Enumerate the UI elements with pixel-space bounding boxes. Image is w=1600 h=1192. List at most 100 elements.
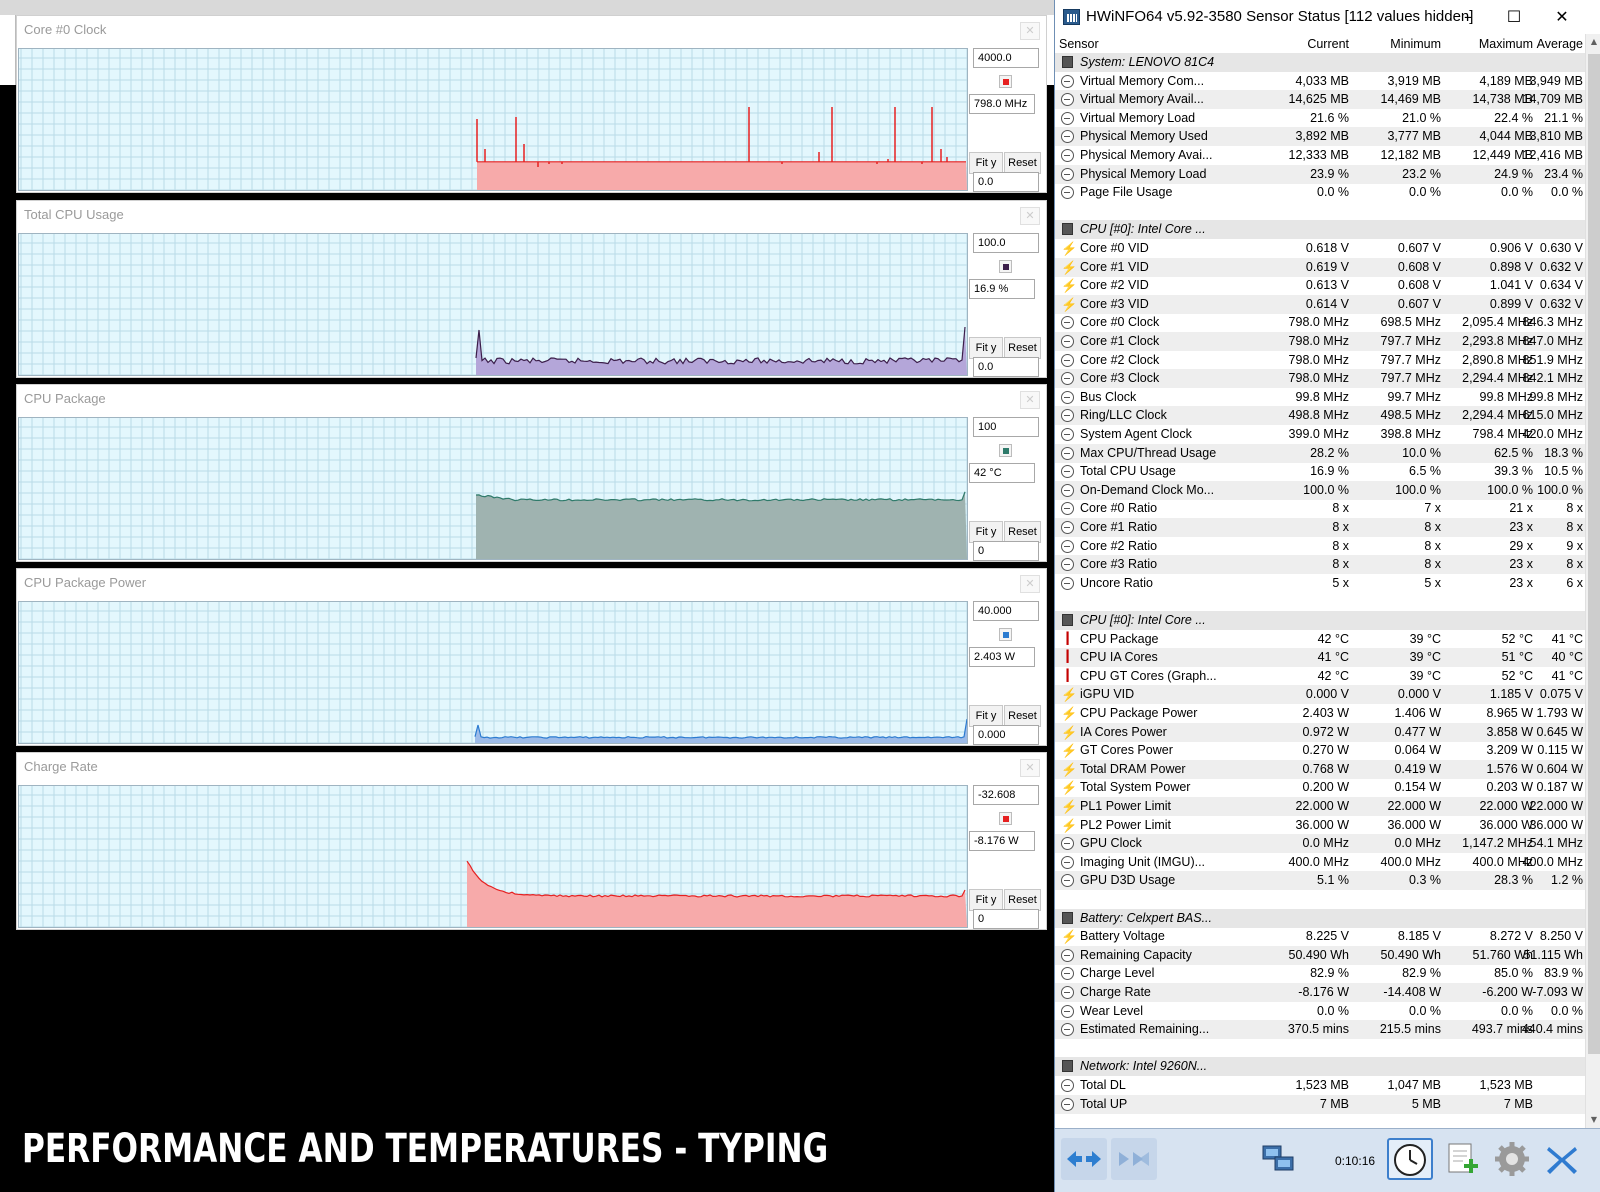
sensor-row[interactable]: Max CPU/Thread Usage 28.2 % 10.0 % 62.5 %… [1055, 443, 1585, 463]
sensor-row[interactable]: ⚡ Battery Voltage 8.225 V 8.185 V 8.272 V… [1055, 927, 1585, 946]
reset-button[interactable]: Reset [1004, 521, 1041, 543]
graph-color-swatch[interactable] [999, 444, 1012, 457]
graph-max-field[interactable]: -32.608 [973, 785, 1039, 805]
sensor-row[interactable]: ⚡ Core #1 VID 0.619 V 0.608 V 0.898 V 0.6… [1055, 257, 1585, 277]
sensor-row[interactable]: ⚡ iGPU VID 0.000 V 0.000 V 1.185 V 0.075 … [1055, 685, 1585, 705]
graph-color-swatch[interactable] [999, 812, 1012, 825]
sensor-row[interactable]: ┃ CPU GT Cores (Graph... 42 °C 39 °C 52 °… [1055, 667, 1585, 686]
close-button[interactable]: ✕ [1555, 7, 1569, 26]
graph-max-field[interactable]: 40.000 [973, 601, 1039, 621]
graph-min-field[interactable]: 0 [973, 909, 1039, 929]
sensor-row[interactable]: Core #0 Ratio 8 x 7 x 21 x 8 x [1055, 499, 1585, 518]
sensor-row[interactable]: Physical Memory Avai... 12,333 MB 12,182 … [1055, 146, 1585, 165]
graph-max-field[interactable]: 100.0 [973, 233, 1039, 253]
graph-min-field[interactable]: 0.0 [973, 357, 1039, 377]
fit-y-button[interactable]: Fit y [969, 889, 1003, 911]
graph-color-swatch[interactable] [999, 260, 1012, 273]
sensor-row[interactable]: ⚡ Core #0 VID 0.618 V 0.607 V 0.906 V 0.6… [1055, 239, 1585, 258]
fit-y-button[interactable]: Fit y [969, 152, 1003, 174]
navigate-arrows-button[interactable] [1061, 1138, 1107, 1180]
sensor-row[interactable]: Core #2 Clock 798.0 MHz 797.7 MHz 2,890.8… [1055, 351, 1585, 370]
reset-button[interactable]: Reset [1004, 337, 1041, 359]
sensor-group-row[interactable]: System: LENOVO 81C4 [1055, 53, 1585, 72]
reset-button[interactable]: Reset [1004, 152, 1041, 174]
graph-close-button[interactable]: ✕ [1020, 207, 1040, 225]
sensor-row[interactable]: GPU D3D Usage 5.1 % 0.3 % 28.3 % 1.2 % [1055, 871, 1585, 891]
column-header-sensor[interactable]: Sensor [1059, 37, 1099, 51]
sensor-row[interactable]: Uncore Ratio 5 x 5 x 23 x 6 x [1055, 574, 1585, 593]
sensor-row[interactable]: Wear Level 0.0 % 0.0 % 0.0 % 0.0 % [1055, 1002, 1585, 1021]
column-header-maximum[interactable]: Maximum [1478, 37, 1533, 51]
sensor-row[interactable]: Charge Level 82.9 % 82.9 % 85.0 % 83.9 % [1055, 964, 1585, 983]
scrollbar-thumb[interactable] [1588, 54, 1600, 1054]
graph-min-field[interactable]: 0.0 [973, 172, 1039, 192]
sensor-row[interactable]: Virtual Memory Avail... 14,625 MB 14,469 … [1055, 90, 1585, 110]
scroll-down-arrow[interactable]: ▼ [1590, 1115, 1598, 1124]
sensor-row[interactable]: Physical Memory Used 3,892 MB 3,777 MB 4,… [1055, 127, 1585, 147]
graph-color-swatch[interactable] [999, 628, 1012, 641]
column-header-current[interactable]: Current [1307, 37, 1349, 51]
reset-button[interactable]: Reset [1004, 889, 1041, 911]
sensor-row[interactable]: Core #2 Ratio 8 x 8 x 29 x 9 x [1055, 537, 1585, 556]
sensor-group-row[interactable]: Network: Intel 9260N... [1055, 1057, 1585, 1077]
sensor-row[interactable]: ⚡ Core #2 VID 0.613 V 0.608 V 1.041 V 0.6… [1055, 276, 1585, 295]
column-header-minimum[interactable]: Minimum [1390, 37, 1441, 51]
graph-close-button[interactable]: ✕ [1020, 22, 1040, 40]
graph-close-button[interactable]: ✕ [1020, 391, 1040, 409]
sensor-row[interactable]: Core #3 Clock 798.0 MHz 797.7 MHz 2,294.4… [1055, 369, 1585, 389]
sensor-group-row[interactable]: CPU [#0]: Intel Core ... [1055, 220, 1585, 240]
fit-y-button[interactable]: Fit y [969, 705, 1003, 727]
sensor-row[interactable]: On-Demand Clock Mo... 100.0 % 100.0 % 100… [1055, 480, 1585, 500]
sensor-row[interactable]: ⚡ Total System Power 0.200 W 0.154 W 0.20… [1055, 778, 1585, 797]
fit-y-button[interactable]: Fit y [969, 337, 1003, 359]
sensor-row[interactable]: Total DL 1,523 MB 1,047 MB 1,523 MB [1055, 1076, 1585, 1095]
sensor-row[interactable]: Estimated Remaining... 370.5 mins 215.5 m… [1055, 1020, 1585, 1040]
settings-button[interactable] [1489, 1138, 1535, 1180]
sensor-row[interactable]: ⚡ CPU Package Power 2.403 W 1.406 W 8.965… [1055, 704, 1585, 723]
sensor-row[interactable]: Imaging Unit (IMGU)... 400.0 MHz 400.0 MH… [1055, 853, 1585, 872]
reset-button[interactable]: Reset [1004, 705, 1041, 727]
sensor-row[interactable]: ⚡ PL1 Power Limit 22.000 W 22.000 W 22.00… [1055, 797, 1585, 816]
sensor-row[interactable]: ⚡ IA Cores Power 0.972 W 0.477 W 3.858 W … [1055, 722, 1585, 742]
sensor-row[interactable]: ⚡ Core #3 VID 0.614 V 0.607 V 0.899 V 0.6… [1055, 294, 1585, 314]
logging-button[interactable] [1439, 1138, 1485, 1180]
sensor-row[interactable]: Core #1 Clock 798.0 MHz 797.7 MHz 2,293.8… [1055, 332, 1585, 351]
graph-close-button[interactable]: ✕ [1020, 575, 1040, 593]
sensor-row[interactable]: Page File Usage 0.0 % 0.0 % 0.0 % 0.0 % [1055, 183, 1585, 202]
column-header-average[interactable]: Average [1536, 37, 1583, 51]
sensor-row[interactable]: Core #1 Ratio 8 x 8 x 23 x 8 x [1055, 518, 1585, 537]
sensor-row[interactable]: Core #3 Ratio 8 x 8 x 23 x 8 x [1055, 555, 1585, 575]
scroll-up-arrow[interactable]: ▲ [1590, 37, 1598, 46]
sensor-row[interactable]: Bus Clock 99.8 MHz 99.7 MHz 99.8 MHz 99.8… [1055, 388, 1585, 407]
sensor-row[interactable]: Total UP 7 MB 5 MB 7 MB [1055, 1094, 1585, 1114]
sensor-table-scrollbar[interactable]: ▲ ▼ [1585, 34, 1600, 1128]
sensor-row[interactable]: ⚡ GT Cores Power 0.270 W 0.064 W 3.209 W … [1055, 741, 1585, 760]
maximize-button[interactable]: ☐ [1506, 7, 1522, 26]
sensor-row[interactable]: Remaining Capacity 50.490 Wh 50.490 Wh 51… [1055, 945, 1585, 965]
network-button[interactable] [1255, 1138, 1301, 1180]
sensor-row[interactable]: ┃ CPU Package 42 °C 39 °C 52 °C 41 °C [1055, 630, 1585, 649]
graph-min-field[interactable]: 0 [973, 541, 1039, 561]
sensor-row[interactable]: System Agent Clock 399.0 MHz 398.8 MHz 79… [1055, 425, 1585, 444]
sensor-row[interactable]: Physical Memory Load 23.9 % 23.2 % 24.9 %… [1055, 164, 1585, 184]
sensor-row[interactable]: ┃ CPU IA Cores 41 °C 39 °C 51 °C 40 °C [1055, 648, 1585, 668]
sensor-row[interactable]: ⚡ Total DRAM Power 0.768 W 0.419 W 1.576 … [1055, 759, 1585, 779]
graph-max-field[interactable]: 4000.0 [973, 48, 1039, 68]
exit-button[interactable] [1539, 1138, 1585, 1180]
graph-min-field[interactable]: 0.000 [973, 725, 1039, 745]
sensor-group-row[interactable]: Battery: Celxpert BAS... [1055, 908, 1585, 928]
graph-close-button[interactable]: ✕ [1020, 759, 1040, 777]
sensor-row[interactable]: Core #0 Clock 798.0 MHz 698.5 MHz 2,095.4… [1055, 313, 1585, 332]
minimize-button[interactable]: – [1464, 7, 1472, 26]
sensor-row[interactable]: Virtual Memory Com... 4,033 MB 3,919 MB 4… [1055, 72, 1585, 91]
graph-color-swatch[interactable] [999, 75, 1012, 88]
sensor-group-row[interactable]: CPU [#0]: Intel Core ... [1055, 611, 1585, 630]
timer-button[interactable] [1387, 1138, 1433, 1180]
sensor-row[interactable]: Charge Rate -8.176 W -14.408 W -6.200 W -… [1055, 983, 1585, 1002]
navigate-sensors-button[interactable] [1111, 1138, 1157, 1180]
sensor-row[interactable]: Total CPU Usage 16.9 % 6.5 % 39.3 % 10.5 … [1055, 462, 1585, 481]
sensor-row[interactable]: GPU Clock 0.0 MHz 0.0 MHz 1,147.2 MHz 54.… [1055, 834, 1585, 854]
sensor-row[interactable]: ⚡ PL2 Power Limit 36.000 W 36.000 W 36.00… [1055, 816, 1585, 835]
sensor-row[interactable]: Virtual Memory Load 21.6 % 21.0 % 22.4 % … [1055, 109, 1585, 128]
graph-max-field[interactable]: 100 [973, 417, 1039, 437]
